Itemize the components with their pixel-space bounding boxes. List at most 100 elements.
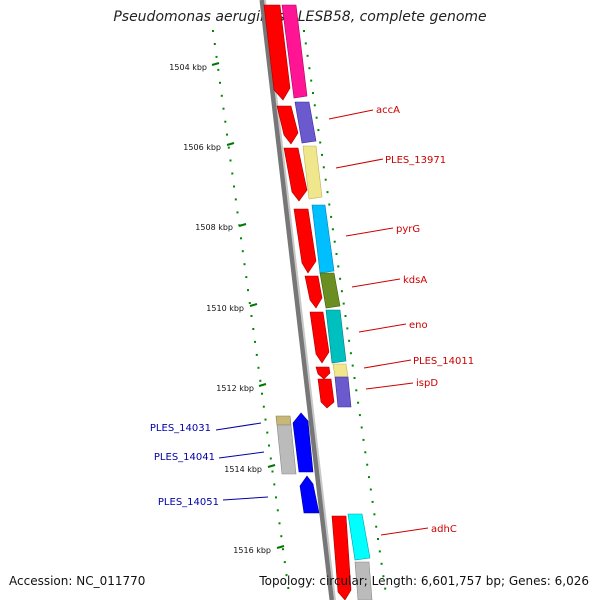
scale-dot xyxy=(247,289,249,292)
scale-dot xyxy=(268,444,270,447)
gene-label-eno[interactable]: eno xyxy=(409,320,428,331)
cds-arrow[interactable] xyxy=(309,311,330,364)
scale-dot xyxy=(269,457,272,460)
gene-label-kdsa[interactable]: kdsA xyxy=(403,275,427,286)
cds-arrow[interactable] xyxy=(304,275,323,309)
scale-dot xyxy=(282,548,284,551)
scale-dot xyxy=(339,277,342,280)
gene-label-pyrg[interactable]: pyrG xyxy=(396,224,420,235)
tick-label: 1510 kbp xyxy=(206,304,244,313)
backbone-highlight xyxy=(264,0,336,600)
scale-dot xyxy=(241,250,244,253)
cog-bar[interactable] xyxy=(334,376,352,408)
scale-dot xyxy=(245,276,248,279)
gene-label-acca[interactable]: accA xyxy=(376,105,400,116)
cds-arrow[interactable] xyxy=(283,147,308,202)
reverse-cds-arrow[interactable] xyxy=(292,412,314,473)
tick-label: 1506 kbp xyxy=(183,143,221,152)
gene-label-adhc[interactable]: adhC xyxy=(431,524,457,535)
cog-bar[interactable] xyxy=(276,424,297,475)
scale-dot xyxy=(368,476,370,479)
scale-dot xyxy=(275,496,277,499)
scale-dot xyxy=(335,253,338,255)
scale-dot xyxy=(328,203,331,206)
scale-dot xyxy=(280,535,283,538)
tick-label: 1514 kbp xyxy=(224,465,262,474)
cog-bar[interactable] xyxy=(354,561,373,600)
scale-dot xyxy=(285,574,288,577)
tick-label: 1516 kbp xyxy=(233,546,271,555)
scale-dot xyxy=(259,379,262,382)
cds-arrow[interactable] xyxy=(293,208,317,274)
topology-text: Topology: circular; Length: 6,601,757 bp… xyxy=(259,574,589,588)
scale-dot xyxy=(248,302,251,304)
scale-dot xyxy=(346,327,349,330)
scale-dot xyxy=(229,159,232,162)
scale-dot xyxy=(212,30,214,32)
cog-bar[interactable] xyxy=(347,513,371,561)
reverse-cds-arrow[interactable] xyxy=(299,475,320,514)
scale-dot xyxy=(262,405,265,408)
scale-dot xyxy=(231,172,234,175)
scale-dot xyxy=(371,500,374,503)
cog-bar[interactable] xyxy=(311,204,335,274)
scale-dot xyxy=(222,107,225,110)
gene-label-ples-14011[interactable]: PLES_14011 xyxy=(413,356,474,367)
cog-bar[interactable] xyxy=(319,272,341,309)
scale-dot xyxy=(353,377,356,379)
scale-dot xyxy=(349,352,352,355)
scale-dot xyxy=(215,55,218,58)
cog-bar[interactable] xyxy=(275,415,292,426)
scale-dot xyxy=(276,509,279,512)
scale-dot xyxy=(342,302,345,305)
scale-dot xyxy=(303,30,305,32)
scale-dot xyxy=(337,265,340,268)
scale-dot xyxy=(330,215,333,218)
scale-dot xyxy=(312,92,314,94)
scale-dot xyxy=(255,353,258,356)
scale-dot xyxy=(278,522,281,525)
gene-label-ples-14031[interactable]: PLES_14031 xyxy=(150,423,211,434)
cog-bar[interactable] xyxy=(332,363,349,378)
cog-bar[interactable] xyxy=(281,4,308,99)
cds-arrow[interactable] xyxy=(276,105,299,145)
scale-dot xyxy=(220,94,223,97)
scale-dot xyxy=(357,401,360,404)
cds-arrow[interactable] xyxy=(331,515,352,600)
tick-label: 1504 kbp xyxy=(169,63,207,72)
scale-dot xyxy=(373,513,376,516)
backbone-line xyxy=(259,0,335,600)
scale-dot xyxy=(266,431,269,434)
scale-dot xyxy=(384,587,387,590)
scale-dot xyxy=(233,185,235,188)
scale-dot xyxy=(382,575,385,578)
gene-label-ples-14051[interactable]: PLES_14051 xyxy=(158,497,219,508)
scale-dot xyxy=(333,240,336,243)
forward-gene-labels: accA PLES_13971 pyrG kdsA eno PLES_14011… xyxy=(328,105,474,536)
cds-arrow[interactable] xyxy=(263,4,291,101)
scale-dot xyxy=(378,550,381,553)
scale-dot xyxy=(364,451,367,454)
cog-bar[interactable] xyxy=(302,145,323,200)
scale-dot xyxy=(257,366,260,369)
scale-dot xyxy=(240,237,242,240)
cds-arrow[interactable] xyxy=(315,366,331,380)
scale-dot xyxy=(375,525,378,528)
scale-dot xyxy=(317,129,320,132)
cog-bar[interactable] xyxy=(325,309,347,364)
scale-dot xyxy=(369,488,372,491)
gene-label-ispd[interactable]: ispD xyxy=(416,378,438,389)
scale-dot xyxy=(362,438,365,441)
scale-dot xyxy=(264,418,267,421)
scale-dot xyxy=(250,315,253,317)
scale-dot xyxy=(213,43,216,45)
scale-dot xyxy=(271,470,274,473)
gene-label-ples-13971[interactable]: PLES_13971 xyxy=(385,155,446,166)
scale-dot xyxy=(348,339,351,342)
cds-arrow[interactable] xyxy=(317,378,335,409)
cog-bar[interactable] xyxy=(294,101,317,144)
accession-text: Accession: NC_011770 xyxy=(9,574,146,588)
scale-dot xyxy=(254,340,256,343)
gene-label-ples-14041[interactable]: PLES_14041 xyxy=(154,452,215,463)
